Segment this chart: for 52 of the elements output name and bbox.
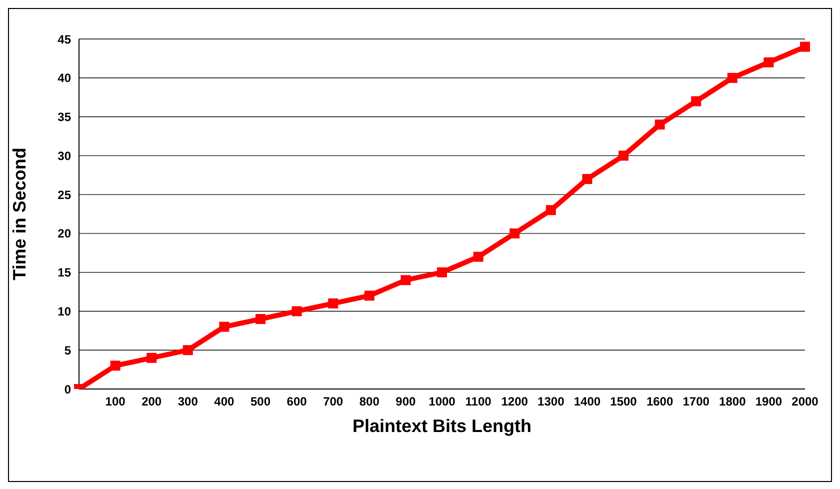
point — [546, 205, 556, 216]
y-tick-label: 15 — [58, 266, 72, 280]
point — [654, 120, 665, 130]
x-tick-label: 500 — [250, 394, 271, 409]
x-tick-label: 200 — [142, 394, 162, 409]
y-tick-label: 20 — [58, 226, 72, 241]
point — [691, 96, 702, 106]
x-tick-label: 1100 — [465, 394, 492, 409]
point — [182, 345, 193, 356]
y-tick-label: 30 — [58, 148, 72, 163]
y-tick-label: 45 — [58, 32, 72, 46]
point — [800, 42, 810, 52]
point — [292, 306, 302, 316]
x-tick-label: 1400 — [574, 394, 601, 409]
point — [146, 352, 157, 363]
x-tick-label: 1200 — [501, 394, 528, 409]
x-tick-label: 2000 — [792, 394, 819, 409]
x-axis-title: Plaintext Bits Length — [352, 416, 532, 436]
point — [400, 275, 411, 286]
point — [364, 290, 374, 301]
x-tick-label: 1700 — [682, 394, 710, 409]
x-tick-label: 800 — [359, 394, 380, 409]
point — [256, 314, 266, 324]
y-tick-label: 10 — [58, 304, 72, 318]
x-tick-label: 1300 — [538, 394, 565, 409]
point — [618, 150, 628, 161]
x-tick-label: 1800 — [719, 394, 746, 409]
x-tick-label: 1000 — [428, 394, 456, 409]
point — [510, 228, 520, 238]
point — [727, 72, 738, 83]
point — [219, 322, 230, 332]
point — [764, 57, 774, 68]
y-tick-label: 25 — [58, 188, 72, 202]
x-tick-label: 600 — [286, 394, 308, 409]
x-tick-label: 400 — [214, 394, 235, 409]
point — [582, 174, 592, 184]
point — [328, 298, 338, 308]
point — [110, 360, 120, 371]
x-tick-label: 1900 — [755, 394, 782, 409]
y-tick-label: 5 — [64, 343, 72, 358]
point — [437, 267, 447, 278]
y-tick-label: 40 — [58, 71, 72, 86]
x-tick-label: 300 — [178, 394, 198, 409]
point — [473, 252, 484, 262]
y-tick-label: 0 — [64, 382, 72, 396]
x-tick-label: 1500 — [610, 394, 638, 409]
x-tick-label: 900 — [396, 394, 416, 409]
y-tick-label: 35 — [58, 110, 72, 124]
x-tick-label: 700 — [323, 394, 344, 409]
x-tick-label: 100 — [105, 394, 126, 409]
y-axis-title: Time in Second — [9, 148, 30, 280]
x-tick-label: 1600 — [646, 394, 674, 409]
